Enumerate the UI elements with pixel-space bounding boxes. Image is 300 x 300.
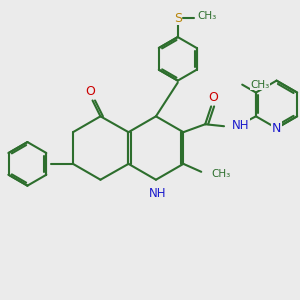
Text: O: O (208, 91, 218, 104)
Text: O: O (85, 85, 95, 98)
Text: NH: NH (149, 187, 167, 200)
Text: CH₃: CH₃ (198, 11, 217, 21)
Text: S: S (174, 12, 182, 25)
Text: CH₃: CH₃ (211, 169, 230, 179)
Text: N: N (272, 122, 281, 135)
Text: CH₃: CH₃ (250, 80, 269, 90)
Text: NH: NH (232, 119, 249, 132)
